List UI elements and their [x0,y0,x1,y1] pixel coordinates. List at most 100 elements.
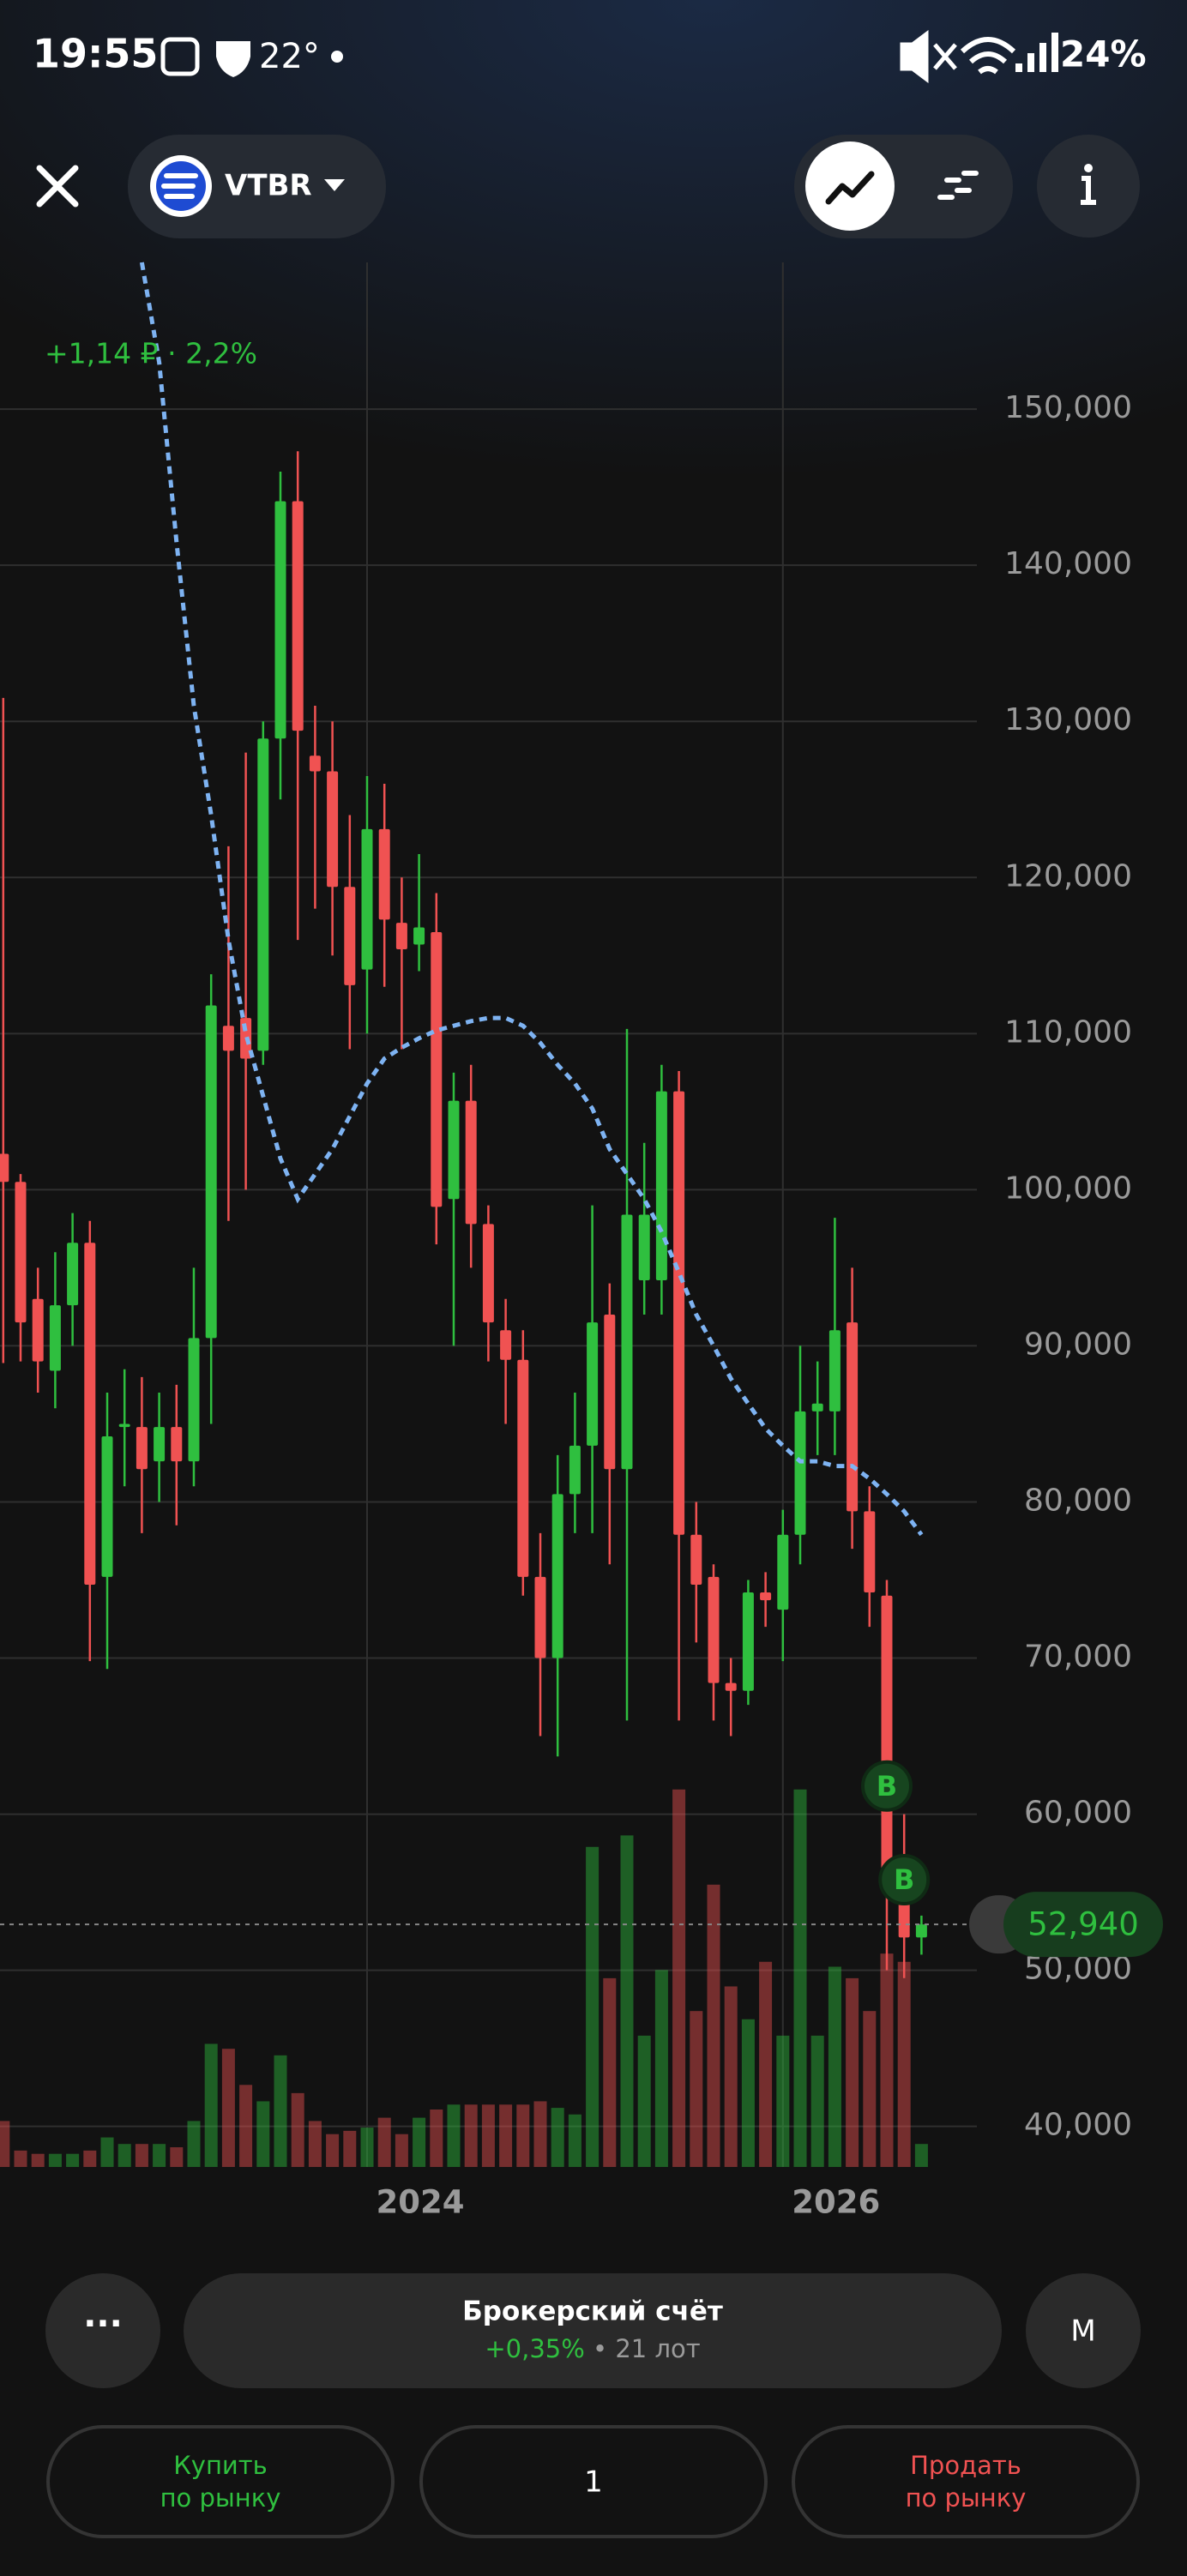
buy-button[interactable] [46,2425,395,2538]
battery-level: 24% [1060,33,1147,75]
volume-bar [204,2043,218,2167]
volume-bar [343,2130,357,2167]
volume-bar [187,2121,201,2167]
sell-button[interactable] [792,2425,1140,2538]
volume-bar [170,2147,184,2167]
volume-bar [0,2121,10,2167]
volume-bar [568,2114,581,2167]
volume-bar [153,2144,166,2167]
volume-bar [413,2117,426,2167]
candle-body [188,1338,200,1462]
account-lots: • 21 лот [585,2334,701,2363]
volume-bar [846,1977,859,2167]
volume-bar [672,1789,686,2167]
volume-bar [724,1986,738,2167]
volume-bar [377,2117,391,2167]
moving-average-line [139,262,924,1537]
volume-bar [654,1970,668,2167]
candle-body [534,1576,546,1658]
price-change: +1,14 ₽ · 2,2% [45,337,257,370]
y-tick-label: 60,000 [1024,1796,1132,1831]
trade-marker [861,1760,913,1812]
ticker-name: VTBR [225,169,312,203]
candle-body [101,1436,113,1577]
candle-body [361,828,373,970]
candle-body [67,1243,79,1306]
close-button[interactable] [36,165,79,208]
volume-bar [897,1961,911,2167]
candle-body [274,501,286,739]
info-icon [1081,176,1096,205]
candle-body [551,1494,563,1658]
volume-bar [291,2092,304,2167]
candle-body [881,1595,893,1872]
sell-label: Продать [910,2451,1021,2480]
y-tick-label: 100,000 [1004,1171,1132,1206]
y-tick-label: 40,000 [1024,2108,1132,2143]
account-selector[interactable] [184,2273,1002,2388]
volume-bar [100,2137,114,2167]
candle-body [811,1403,823,1411]
more-button[interactable] [45,2273,160,2388]
candle-body [760,1592,772,1601]
candle-body [655,1091,667,1280]
candle-body [344,887,356,985]
candle-body [725,1682,737,1691]
volume-bar [464,2104,478,2167]
price-chart: 40,000 50,000 60,000 70,000 80,000 90,000 100,… [0,262,1163,2221]
volume-bar [239,2085,253,2167]
volume-bar [533,2101,547,2167]
candle-body [32,1298,44,1362]
volume-bar [308,2121,322,2167]
volume-bar [256,2101,270,2167]
candle-body [465,1100,477,1225]
quantity-field[interactable] [419,2425,768,2538]
volume-bar [481,2104,495,2167]
y-tick-label: 90,000 [1024,1327,1132,1362]
volume-bar [499,2104,513,2167]
volume-bar [447,2104,461,2167]
volume-bar [603,1977,617,2167]
volume-bar [135,2144,148,2167]
status-icon [216,41,250,77]
candle-body [327,771,339,888]
candle-body [673,1091,685,1535]
wifi-icon [960,37,1016,75]
candle-body [15,1182,27,1323]
candle-body [587,1322,599,1446]
candle-body [49,1305,61,1371]
info-icon [1084,164,1093,172]
candle-body [84,1243,96,1585]
more-icon: ··· [83,2304,123,2344]
mode-button[interactable] [1026,2273,1141,2388]
volume-bar [707,1884,720,2167]
line-mode-button[interactable] [805,141,895,231]
volume-bar [586,1846,600,2167]
candle-body [708,1576,720,1683]
mode-label: M [1070,2314,1095,2349]
volume-bar [274,2055,287,2167]
current-price-tag [1003,1892,1163,1958]
volume-bar [810,2035,824,2167]
candle-body [448,1100,460,1200]
volume-bar [690,2011,703,2167]
x-tick-label: 2024 [377,2184,465,2221]
trade-marker-label: B [894,1863,914,1896]
buy-label: Купить [173,2451,268,2480]
y-tick-label: 110,000 [1004,1014,1132,1050]
status-dot [331,51,343,63]
signal-icon [1015,33,1058,72]
candle-mode-button[interactable] [937,171,979,200]
background-glow [0,0,1187,600]
candle-body [517,1359,529,1577]
volume-bar [221,2049,235,2167]
candle-body [847,1322,859,1512]
volume-bar [83,2150,97,2167]
current-price-label: 52,940 [1027,1906,1138,1943]
candle-body [777,1534,789,1610]
candle-body [915,1924,927,1938]
buy-label: по рынку [160,2483,281,2513]
y-tick-label: 50,000 [1024,1952,1132,1987]
